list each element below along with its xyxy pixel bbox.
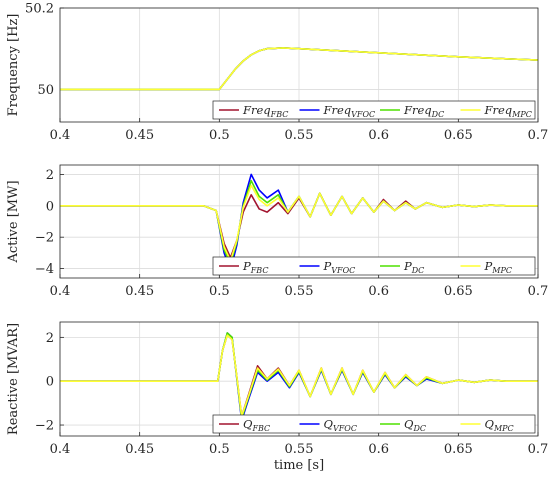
x-tick-label: 0.5 [209, 128, 230, 143]
legend-label-fbc: FreqFBC [242, 103, 288, 119]
legend-box [212, 256, 536, 276]
axes-frame [59, 321, 539, 437]
legend-label-mpc: QMPC [485, 417, 514, 433]
x-tick-label: 0.55 [285, 128, 314, 143]
legend-box [212, 414, 536, 434]
y-tick-label: 50.2 [25, 2, 54, 17]
x-tick-label: 0.65 [444, 128, 473, 143]
y-axis-label: Active [MW] [6, 180, 21, 263]
x-tick-label: 0.45 [125, 284, 154, 299]
series-line-mpc [60, 47, 538, 91]
x-tick-label: 0.4 [50, 442, 71, 457]
axes-frame [59, 7, 539, 123]
legend: PFBC PVFOC PDC PMPC [212, 256, 536, 276]
x-tick-label: 0.5 [209, 284, 230, 299]
axes-frame [59, 164, 539, 279]
y-tick-label: −2 [35, 231, 54, 246]
x-tick-label: 0.4 [50, 128, 71, 143]
x-tick-label: 0.55 [285, 442, 314, 457]
legend-label-vfoc: PVFOC [323, 259, 356, 275]
legend-label-vfoc: FreqVFOC [323, 103, 376, 119]
legend-label-mpc: PMPC [484, 259, 512, 275]
series-line-mpc [60, 184, 538, 262]
legend-label-dc: FreqDC [403, 103, 444, 119]
legend: QFBC QVFOC QDC QMPC [212, 414, 536, 434]
legend: FreqFBC FreqVFOC FreqDC FreqMPC [212, 100, 536, 120]
x-tick-label: 0.4 [50, 284, 71, 299]
legend-label-dc: PDC [403, 259, 424, 275]
x-tick-label: 0.5 [209, 442, 230, 457]
x-tick-label: 0.65 [444, 442, 473, 457]
y-tick-label: 2 [46, 168, 54, 183]
x-tick-label: 0.7 [528, 128, 549, 143]
series-line-mpc [60, 334, 538, 418]
x-tick-label: 0.45 [125, 128, 154, 143]
x-axis-label: time [s] [274, 458, 324, 473]
legend-box [212, 100, 536, 120]
y-tick-label: 50 [37, 83, 54, 98]
y-tick-label: 2 [46, 331, 54, 346]
x-tick-label: 0.7 [528, 442, 549, 457]
y-tick-label: 0 [46, 199, 54, 214]
x-tick-label: 0.65 [444, 284, 473, 299]
reactive-panel: 0.4 0.45 0.5 0.55 0.6 0.65 0.7 −2 0 2 Reactive [MV… [6, 321, 549, 473]
frequency-panel: 0.4 0.45 0.5 0.55 0.6 0.65 0.7 50 50.2 Frequency … [6, 2, 548, 144]
active-panel: 0.4 0.45 0.5 0.55 0.6 0.65 0.7 −4 −2 0 2 Active [MW… [6, 164, 549, 299]
x-tick-label: 0.6 [368, 284, 389, 299]
y-tick-label: −2 [35, 419, 54, 434]
x-tick-label: 0.6 [368, 442, 389, 457]
y-axis-label: Frequency [Hz] [6, 14, 21, 117]
y-tick-label: −4 [35, 262, 54, 277]
legend-label-vfoc: QVFOC [324, 417, 357, 433]
y-tick-label: 0 [46, 375, 54, 390]
legend-label-mpc: FreqMPC [484, 103, 532, 119]
x-tick-label: 0.45 [125, 442, 154, 457]
legend-label-fbc: PFBC [242, 259, 268, 275]
legend-label-fbc: QFBC [243, 417, 270, 433]
x-tick-label: 0.7 [528, 284, 549, 299]
x-tick-label: 0.6 [368, 128, 389, 143]
y-axis-label: Reactive [MVAR] [6, 323, 21, 435]
x-tick-label: 0.55 [285, 284, 314, 299]
legend-label-dc: QDC [404, 417, 426, 433]
